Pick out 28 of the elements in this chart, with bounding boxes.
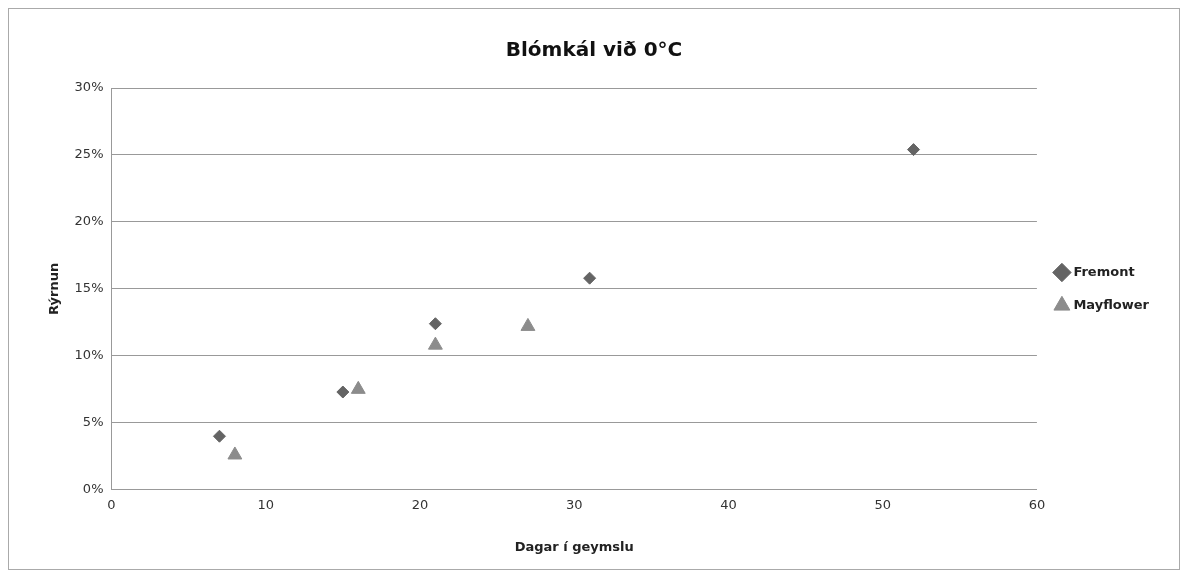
point <box>428 317 442 331</box>
x-tick-label: 60 <box>1028 496 1046 512</box>
y-tick-label: 0% <box>82 481 104 497</box>
point <box>212 429 226 443</box>
point <box>520 317 536 331</box>
x-tick-label: 0 <box>107 496 116 512</box>
x-tick-label: 40 <box>720 496 737 512</box>
x-axis-title: Dagar í geymslu <box>514 538 634 554</box>
x-tick-label: 10 <box>257 496 274 512</box>
y-tick-label: 15% <box>74 280 104 296</box>
y-tick-label: 5% <box>82 414 104 430</box>
y-tick-label: 20% <box>74 213 104 229</box>
point <box>227 446 243 460</box>
chart-title: Blómkál við 0°C <box>505 37 683 62</box>
x-tick-label: 50 <box>874 496 891 512</box>
y-tick-label: 30% <box>74 79 104 95</box>
x-tick-label: 20 <box>411 496 429 512</box>
point <box>336 385 350 399</box>
point <box>350 380 366 394</box>
point <box>583 271 597 285</box>
point <box>427 336 443 350</box>
legend-label: Fremont <box>1073 263 1135 279</box>
y-tick-label: 10% <box>74 347 104 363</box>
y-tick-label: 25% <box>74 146 104 162</box>
point <box>907 143 921 157</box>
legend-label: Mayflower <box>1073 296 1150 312</box>
y-axis-title: Rýrnun <box>46 262 62 315</box>
x-tick-label: 30 <box>565 496 583 512</box>
